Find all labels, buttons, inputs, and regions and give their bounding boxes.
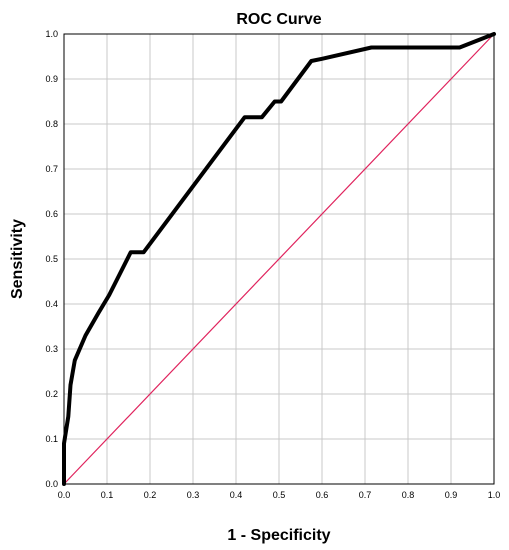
x-tick-label: 0.1 [101, 490, 114, 500]
y-tick-label: 0.2 [45, 389, 58, 399]
tick-labels: 0.0 0.1 0.2 0.3 0.4 0.5 0.6 0.7 0.8 0.9 1.0 0.0 0.1 0… [45, 29, 500, 500]
x-tick-label: 0.7 [359, 490, 372, 500]
x-tick-label: 1.0 [488, 490, 501, 500]
y-tick-label: 0.7 [45, 164, 58, 174]
y-tick-label: 0.8 [45, 119, 58, 129]
roc-curve-line [62, 32, 496, 486]
chart-title: ROC Curve [236, 11, 321, 28]
series-layer [62, 32, 496, 486]
y-tick-label: 0.5 [45, 254, 58, 264]
x-axis-label: 1 - Specificity [227, 527, 330, 544]
y-tick-label: 0.3 [45, 344, 58, 354]
plot-frame [63, 33, 495, 485]
x-tick-label: 0.4 [230, 490, 243, 500]
x-tick-label: 0.2 [144, 490, 157, 500]
y-tick-label: 0.0 [45, 479, 58, 489]
y-axis-label: Sensitivity [9, 219, 26, 299]
y-tick-label: 0.1 [45, 434, 58, 444]
x-tick-label: 0.6 [316, 490, 329, 500]
x-tick-label: 0.9 [445, 490, 458, 500]
x-tick-label: 0.0 [58, 490, 71, 500]
y-tick-label: 1.0 [45, 29, 58, 39]
y-tick-label: 0.4 [45, 299, 58, 309]
y-tick-label: 0.9 [45, 74, 58, 84]
x-tick-label: 0.3 [187, 490, 200, 500]
x-tick-label: 0.5 [273, 490, 286, 500]
reference-diagonal-line [63, 33, 495, 485]
y-tick-label: 0.6 [45, 209, 58, 219]
x-tick-label: 0.8 [402, 490, 415, 500]
